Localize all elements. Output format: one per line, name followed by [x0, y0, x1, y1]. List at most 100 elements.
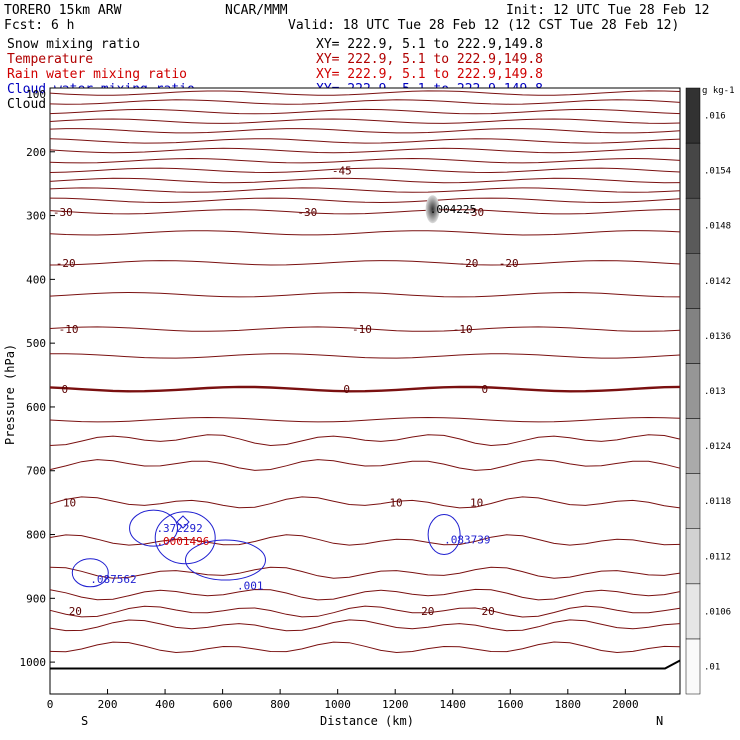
- temperature-label: 0: [482, 383, 489, 396]
- temperature-label: -20: [458, 257, 478, 270]
- x-tick-label: 800: [270, 698, 290, 711]
- field-xy: XY= 222.9, 5.1 to 222.9,149.8: [316, 67, 543, 82]
- temperature-label: 20: [421, 605, 434, 618]
- temperature-contour: [49, 147, 681, 154]
- y-tick-label: 800: [26, 529, 46, 542]
- cloud-water-contours: [71, 509, 461, 588]
- x-axis: 0 200 400 600 800 1000 1200 1400 1600 1800 2000: [47, 689, 639, 711]
- y-tick-label: 600: [26, 401, 46, 414]
- temperature-contour: [49, 353, 681, 359]
- field-name: Temperature: [7, 52, 93, 67]
- valid-time: Valid: 18 UTC Tue 28 Feb 12 (12 CST Tue …: [288, 18, 679, 33]
- temperature-contour: [49, 619, 681, 632]
- x-tick-label: 1400: [439, 698, 466, 711]
- temperature-labels: -30 -20 -10 0 10 20 -30 -30 -20 -20 -10 -10 0 0 10 10 20…: [53, 164, 519, 618]
- maximum-label: .083739: [444, 534, 490, 547]
- terrain-surface: [50, 659, 681, 670]
- y-tick-label: 900: [26, 592, 46, 605]
- temperature-label: 10: [389, 497, 402, 510]
- maximum-label: .372292: [156, 522, 202, 535]
- temperature-label: -10: [59, 323, 79, 336]
- temperature-contour: [49, 291, 681, 298]
- y-tick-label: 200: [26, 146, 46, 159]
- temperature-contour: [49, 187, 681, 193]
- init-time: Init: 12 UTC Tue 28 Feb 12: [506, 3, 710, 18]
- temperature-contours: [49, 90, 681, 654]
- temperature-contour: [49, 385, 681, 393]
- colorbar-tick-label: .0124: [704, 442, 731, 452]
- y-tick-label: 500: [26, 337, 46, 350]
- cloud-water-contour: [176, 515, 190, 529]
- temperature-label: -30: [53, 206, 73, 219]
- temperature-contour: [49, 534, 681, 546]
- temperature-label: -30: [464, 206, 484, 219]
- north-label: N: [656, 714, 663, 728]
- x-tick-label: 1800: [555, 698, 582, 711]
- temperature-label: -20: [499, 257, 519, 270]
- temperature-label: 0: [343, 383, 350, 396]
- colorbar-segment: [685, 583, 701, 640]
- forecast-hour: Fcst: 6 h: [4, 18, 74, 33]
- colorbar-tick-label: .016: [704, 112, 726, 122]
- maximum-label: .004225: [430, 203, 476, 216]
- field-name: Rain water mixing ratio: [7, 67, 187, 82]
- field-xy: XY= 222.9, 5.1 to 222.9,149.8: [316, 37, 543, 52]
- temperature-contour: [49, 605, 681, 618]
- temperature-contour: [49, 641, 681, 654]
- colorbar-tick-label: .01: [704, 662, 720, 672]
- x-tick-label: 600: [213, 698, 233, 711]
- colorbar-tick-label: .0118: [704, 497, 731, 507]
- y-tick-label: 400: [26, 273, 46, 286]
- temperature-contour: [49, 118, 681, 124]
- x-tick-label: 200: [98, 698, 118, 711]
- x-axis-label: Distance (km): [320, 714, 414, 728]
- cloud-water-contour: [184, 539, 266, 581]
- center-title: NCAR/MMM: [225, 3, 288, 18]
- x-tick-label: 1200: [382, 698, 409, 711]
- cloud-water-contour: [129, 509, 179, 547]
- x-tick-label: 0: [47, 698, 54, 711]
- colorbar-tick-label: .013: [704, 387, 726, 397]
- temperature-label: 20: [482, 605, 495, 618]
- temperature-label: -30: [297, 206, 317, 219]
- maximum-label: .0001496: [156, 535, 209, 548]
- cloud-water-contour: [154, 511, 216, 565]
- maximum-label: .087562: [90, 573, 136, 586]
- temperature-label: 20: [69, 605, 82, 618]
- cloud-water-contour: [71, 558, 109, 588]
- y-tick-label: 700: [26, 465, 46, 478]
- temperature-contour: [49, 157, 681, 164]
- y-axis: 200 300 400 500 600 700 800 900 1000 100: [20, 88, 55, 669]
- temperature-label: -10: [352, 323, 372, 336]
- temperature-contour: [49, 177, 681, 184]
- temperature-contour: [49, 566, 681, 579]
- maxima-labels: .372292 .083739 .087562 .001 .0001496 .004225: [90, 203, 490, 592]
- temperature-label: -45: [332, 164, 352, 177]
- colorbar-tick-label: .0148: [704, 222, 731, 232]
- colorbar-segment: [685, 363, 701, 419]
- temperature-label: 10: [63, 497, 76, 510]
- temperature-contour: [49, 416, 681, 423]
- temperature-label: 10: [470, 497, 483, 510]
- colorbar-segment: [685, 473, 701, 529]
- x-tick-label: 1600: [497, 698, 524, 711]
- colorbar-segment: [685, 308, 701, 364]
- y-tick-label: 1000: [20, 656, 47, 669]
- colorbar-segment: [685, 197, 701, 254]
- terrain-line: [50, 659, 681, 670]
- temperature-contour: [49, 138, 681, 144]
- colorbar-segment: [685, 87, 701, 144]
- temperature-contour: [49, 197, 681, 204]
- temperature-contour: [49, 434, 681, 447]
- colorbar-segment: [685, 142, 701, 199]
- temperature-contour: [49, 167, 681, 174]
- colorbar-segment: [685, 528, 701, 585]
- temperature-label: 0: [62, 383, 69, 396]
- colorbar-tick-label: .0154: [704, 167, 731, 177]
- south-label: S: [81, 714, 88, 728]
- maximum-label: .001: [237, 580, 264, 593]
- temperature-contour: [49, 209, 680, 215]
- y-tick-label: 300: [26, 210, 46, 223]
- colorbar-segment: [685, 253, 701, 309]
